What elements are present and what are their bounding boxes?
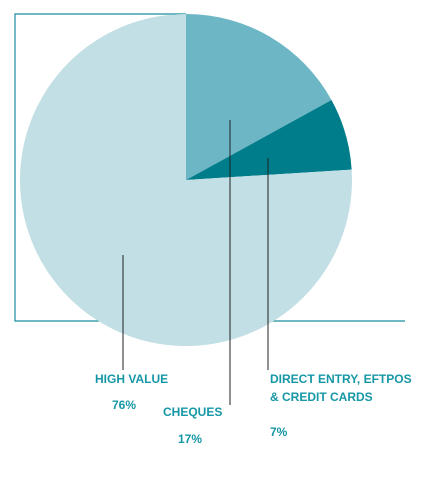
labels: CHEQUES 17% DIRECT ENTRY, EFTPOS & CREDIT C…	[95, 120, 412, 446]
pie-slice	[186, 14, 332, 180]
slice-value-label: 17%	[178, 432, 202, 446]
slices	[19, 14, 352, 346]
slice-label: CHEQUES	[163, 405, 222, 419]
pie-slice	[19, 14, 352, 346]
slice-label: & CREDIT CARDS	[270, 390, 373, 404]
slice-value-label: 7%	[270, 425, 288, 439]
slice-value-label: 76%	[112, 398, 136, 412]
pie-slice	[186, 100, 352, 180]
slice-label: HIGH VALUE	[95, 372, 168, 386]
slice-label: DIRECT ENTRY, EFTPOS	[270, 372, 412, 386]
